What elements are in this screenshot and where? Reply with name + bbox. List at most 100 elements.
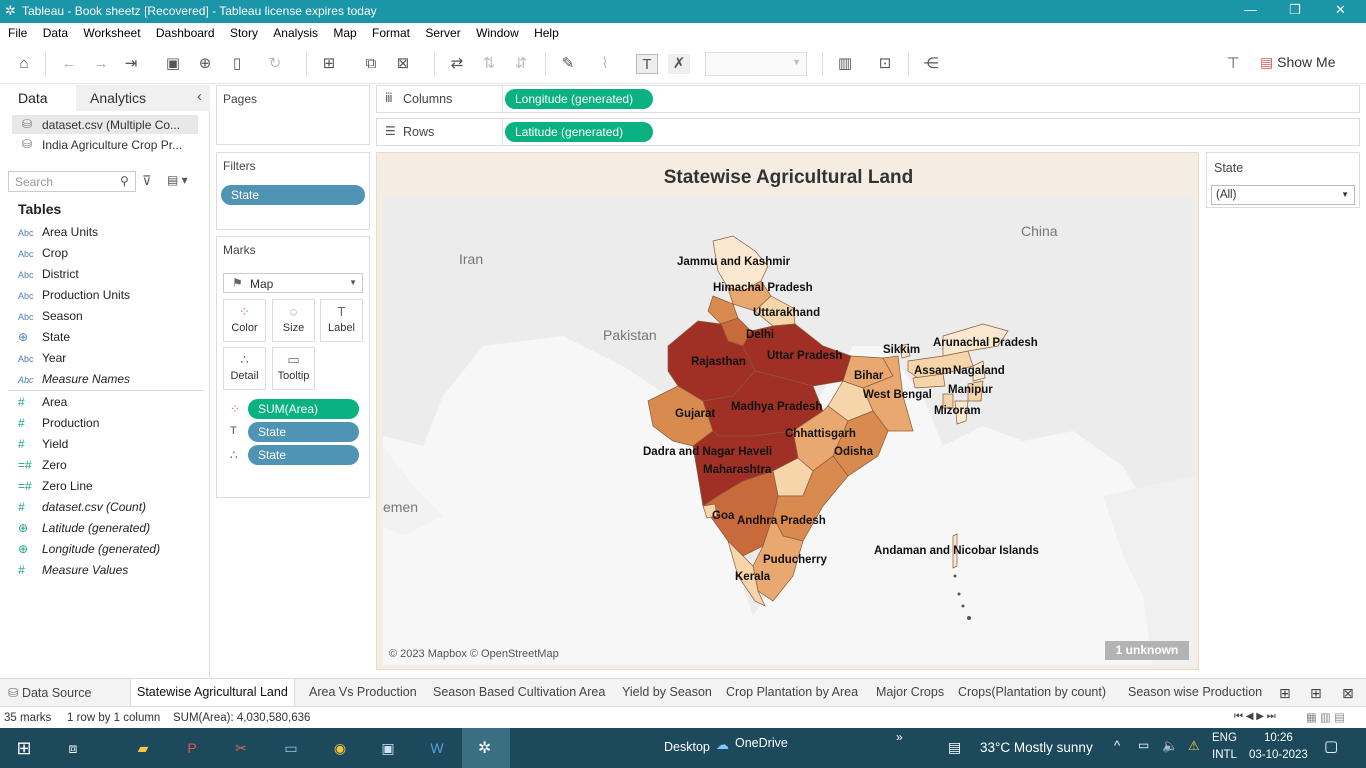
word-icon[interactable]: W — [430, 740, 444, 756]
menu-worksheet[interactable]: Worksheet — [83, 26, 141, 40]
share-icon[interactable]: ⋲ — [923, 55, 939, 72]
close-button[interactable]: ✕ — [1335, 2, 1346, 17]
tab-season-wise-production[interactable]: Season wise Production — [1128, 685, 1263, 699]
map-attribution[interactable]: © 2023 Mapbox © OpenStreetMap — [389, 648, 559, 660]
menu-window[interactable]: Window — [476, 26, 519, 40]
field-area[interactable]: # Area — [18, 395, 67, 415]
field-year[interactable]: Abc Year — [18, 351, 66, 371]
tab-area-vs-production[interactable]: Area Vs Production — [309, 685, 417, 699]
language-top[interactable]: ENG — [1212, 732, 1237, 744]
desktop-toolbar[interactable]: Desktop — [664, 740, 710, 754]
state-filter-dropdown[interactable]: (All) ▼ — [1211, 185, 1355, 205]
field-season[interactable]: Abc Season — [18, 309, 83, 329]
clear-icon[interactable]: ⊠ — [396, 55, 410, 72]
menu-story[interactable]: Story — [229, 26, 258, 40]
new-worksheet-icon[interactable]: ⊞ — [322, 55, 336, 72]
new-story-icon[interactable]: ⊠ — [1342, 685, 1354, 701]
pages-shelf[interactable]: Pages — [216, 85, 370, 145]
windows-start-icon[interactable]: ⊞ — [16, 738, 32, 758]
speaker-icon[interactable]: 🔈 — [1162, 738, 1179, 753]
search-input[interactable]: Search — [8, 171, 136, 192]
field-longitude[interactable]: ⊕ Longitude (generated) — [18, 542, 160, 562]
file-explorer-icon[interactable]: ▰ — [137, 740, 149, 756]
remote-desktop-icon[interactable]: ▣ — [381, 740, 395, 756]
sheet-sorter-icon[interactable]: ▦ ▥ ▤ — [1306, 712, 1345, 724]
text-labels-icon[interactable]: T — [636, 54, 658, 74]
redo-icon[interactable]: ⇥ — [124, 55, 138, 72]
weather-label[interactable]: 33°C Mostly sunny — [980, 740, 1093, 755]
task-view-icon[interactable]: ⧈ — [68, 740, 78, 756]
tab-data-source[interactable]: ⛁ Data Source — [8, 685, 91, 700]
tab-yield-by-season[interactable]: Yield by Season — [622, 685, 712, 699]
fix-axes-icon[interactable]: ✗ — [668, 54, 690, 74]
notifications-icon[interactable]: ▢ — [1324, 738, 1339, 755]
swap-icon[interactable]: ⇄ — [450, 55, 464, 72]
size-button[interactable]: ◌ Size — [272, 299, 315, 342]
filter-pill-state[interactable]: State — [221, 185, 365, 205]
mark-pill-state-label[interactable]: State — [248, 422, 359, 442]
battery-icon[interactable]: ▭ — [1138, 738, 1150, 752]
filters-shelf[interactable]: Filters State — [216, 152, 370, 230]
forward-icon[interactable]: → — [93, 55, 109, 72]
tab-major-crops[interactable]: Major Crops — [876, 685, 945, 699]
new-dashboard-icon[interactable]: ⊞ — [1310, 685, 1322, 701]
sort-asc-icon[interactable]: ⇅ — [482, 55, 496, 72]
tab-season-based-cultivation-area[interactable]: Season Based Cultivation Area — [433, 685, 606, 699]
presentation-icon[interactable]: ⊡ — [878, 55, 892, 72]
tableau-taskbar-button[interactable]: ✲ — [462, 728, 510, 768]
restore-button[interactable]: ❐ — [1289, 2, 1301, 17]
field-measure-names[interactable]: Abc Measure Names — [18, 372, 130, 392]
tab-analytics[interactable]: Analytics ‹ — [76, 85, 210, 111]
toolbar-expand-icon[interactable]: » — [896, 730, 903, 744]
minimize-button[interactable]: — — [1244, 2, 1257, 17]
filter-icon[interactable]: ⊽ — [142, 173, 152, 188]
field-count[interactable]: # dataset.csv (Count) — [18, 500, 146, 520]
collapse-pane-icon[interactable]: ‹ — [197, 88, 202, 105]
refresh-icon[interactable]: ↻ — [268, 55, 282, 72]
mark-pill-sum-area[interactable]: SUM(Area) — [248, 399, 359, 419]
security-icon[interactable]: ⚠ — [1188, 738, 1200, 753]
field-state[interactable]: ⊕ State — [18, 330, 70, 350]
menu-file[interactable]: File — [8, 26, 28, 40]
pause-icon[interactable]: ▯ — [232, 55, 242, 72]
snipping-tool-icon[interactable]: ✂ — [235, 740, 247, 756]
group-icon[interactable]: ⌇ — [601, 55, 609, 72]
menu-analysis[interactable]: Analysis — [273, 26, 318, 40]
datasource-item[interactable]: ⛁ dataset.csv (Multiple Co... — [12, 115, 198, 134]
tooltip-button[interactable]: ▭ Tooltip — [272, 347, 315, 390]
columns-pill-longitude[interactable]: Longitude (generated) — [505, 89, 653, 109]
chrome-icon[interactable]: ◉ — [333, 740, 347, 756]
pin-icon[interactable]: ⊤ — [1226, 55, 1240, 72]
home-icon[interactable]: ⌂ — [19, 55, 29, 72]
tab-data[interactable]: Data — [0, 85, 76, 111]
field-production-units[interactable]: Abc Production Units — [18, 288, 130, 308]
language-bottom[interactable]: INTL — [1212, 749, 1237, 761]
tray-chevron-icon[interactable]: ^ — [1114, 738, 1121, 753]
field-measure-values[interactable]: # Measure Values — [18, 563, 128, 583]
label-button[interactable]: T Label — [320, 299, 363, 342]
new-datasource-icon[interactable]: ⊕ — [198, 55, 212, 72]
field-production[interactable]: # Production — [18, 416, 99, 436]
menu-dashboard[interactable]: Dashboard — [155, 26, 215, 40]
tab-statewise-agricultural-land[interactable]: Statewise Agricultural Land — [130, 679, 295, 707]
sheet-nav-icon[interactable]: ⏮ ◀ ▶ ⏭ — [1234, 711, 1276, 722]
tab-crop-plantation-by-area[interactable]: Crop Plantation by Area — [726, 685, 859, 699]
computer-icon[interactable]: ▭ — [284, 740, 298, 756]
view-options-icon[interactable]: ▤ ▾ — [167, 173, 188, 187]
fit-dropdown[interactable]: ▼ — [705, 52, 807, 76]
field-yield[interactable]: # Yield — [18, 437, 68, 457]
field-zero[interactable]: =# Zero — [18, 458, 67, 478]
menu-help[interactable]: Help — [534, 26, 559, 40]
rows-pill-latitude[interactable]: Latitude (generated) — [505, 122, 653, 142]
mark-type-dropdown[interactable]: ⚑ Map ▼ — [223, 273, 363, 293]
clock-time[interactable]: 10:26 — [1264, 732, 1293, 744]
color-button[interactable]: ⁘ Color — [223, 299, 266, 342]
onedrive-label[interactable]: OneDrive — [735, 736, 788, 750]
powerpoint-icon[interactable]: P — [187, 740, 197, 756]
menu-data[interactable]: Data — [42, 26, 69, 40]
tab-crops-plantation-by-count[interactable]: Crops(Plantation by count) — [958, 685, 1106, 699]
save-icon[interactable]: ▣ — [165, 55, 181, 72]
datasource-item[interactable]: ⛁ India Agriculture Crop Pr... — [12, 135, 198, 154]
field-latitude[interactable]: ⊕ Latitude (generated) — [18, 521, 150, 541]
menu-server[interactable]: Server — [425, 26, 461, 40]
